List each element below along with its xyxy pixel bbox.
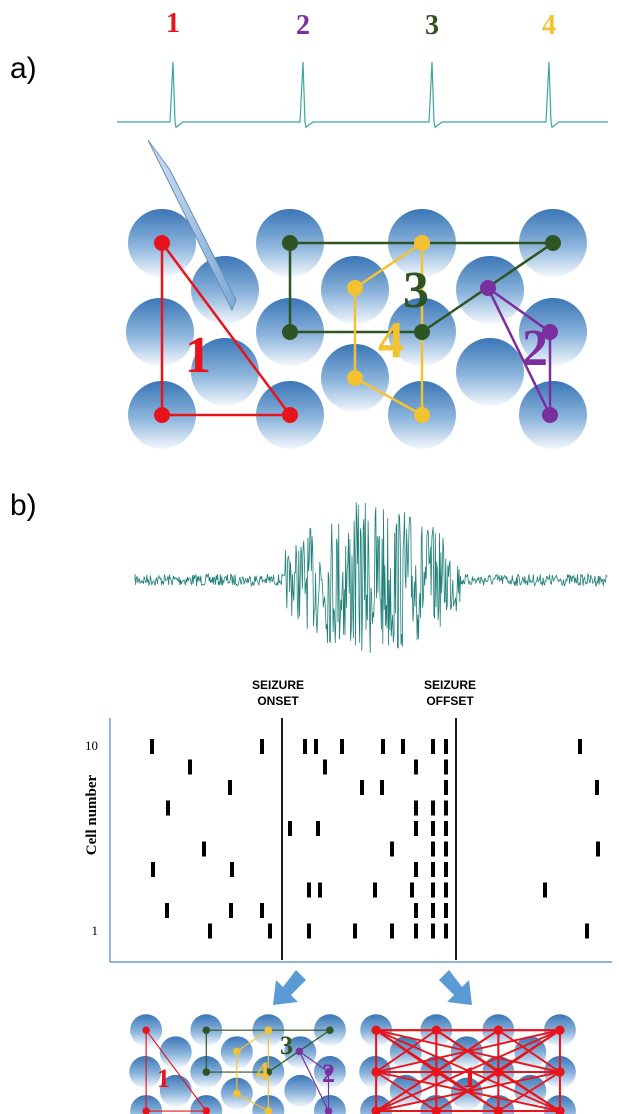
- spike: [414, 924, 418, 939]
- spike: [360, 780, 364, 795]
- spike: [228, 780, 232, 795]
- spike: [230, 862, 234, 877]
- panel-label: b): [10, 489, 37, 522]
- spike: [431, 739, 435, 754]
- spike: [307, 924, 311, 939]
- spike: [431, 883, 435, 898]
- spike: [431, 821, 435, 836]
- spike: [401, 739, 405, 754]
- node: [371, 1026, 380, 1035]
- spike: [444, 739, 448, 754]
- spike: [229, 903, 233, 918]
- spike: [431, 842, 435, 857]
- ensemble-label: 1: [462, 1061, 477, 1094]
- ensemble-label: 1: [185, 327, 211, 384]
- node: [432, 1026, 441, 1035]
- spike: [444, 842, 448, 857]
- y-tick-label: 10: [85, 738, 98, 753]
- node: [494, 1026, 503, 1035]
- spike: [208, 924, 212, 939]
- spike: [414, 862, 418, 877]
- spike: [578, 739, 582, 754]
- ensemble-label: 2: [522, 320, 548, 377]
- spike: [307, 883, 311, 898]
- spike: [151, 862, 155, 877]
- spike: [596, 842, 600, 857]
- spike: [318, 883, 322, 898]
- ensemble-label: 3: [403, 262, 429, 319]
- ensemble-label: 1: [157, 1064, 170, 1093]
- spike: [414, 760, 418, 775]
- spike: [414, 903, 418, 918]
- spike: [444, 780, 448, 795]
- spike: [543, 883, 547, 898]
- unit-label: 1: [166, 8, 180, 39]
- spike: [340, 739, 344, 754]
- spike: [444, 862, 448, 877]
- spike: [444, 924, 448, 939]
- unit-label: 2: [296, 10, 310, 41]
- spike: [444, 760, 448, 775]
- figure: a) 1 2 3 4 1 3 4 2 b) SEIZURE ONSET SEIZ…: [0, 0, 619, 1114]
- ensemble-label: 4: [256, 1057, 269, 1086]
- ensemble-label: 2: [322, 1059, 335, 1088]
- spike: [595, 780, 599, 795]
- spike: [316, 821, 320, 836]
- node: [432, 1067, 441, 1076]
- spike: [431, 924, 435, 939]
- unit-label: 4: [542, 10, 556, 41]
- node: [555, 1067, 564, 1076]
- spike: [188, 760, 192, 775]
- eeg-trace: [135, 502, 608, 653]
- spike: [323, 760, 327, 775]
- spike: [166, 801, 170, 816]
- spike: [390, 842, 394, 857]
- offset-label: OFFSET: [426, 694, 474, 708]
- spike: [150, 739, 154, 754]
- unit-label: 3: [425, 10, 439, 41]
- spike: [414, 801, 418, 816]
- raster: [150, 739, 600, 939]
- y-axis-label: Cell number: [84, 774, 100, 855]
- spike: [431, 903, 435, 918]
- spike: [268, 924, 272, 939]
- spike: [314, 739, 318, 754]
- y-tick-label: 1: [92, 923, 99, 938]
- offset-label: SEIZURE: [424, 678, 476, 692]
- panel-label: a): [10, 52, 37, 85]
- spike: [585, 924, 589, 939]
- spike: [288, 821, 292, 836]
- spike: [381, 739, 385, 754]
- ensemble-label: 3: [280, 1031, 293, 1060]
- node: [555, 1026, 564, 1035]
- spike: [410, 883, 414, 898]
- spike: [303, 739, 307, 754]
- spike: [260, 739, 264, 754]
- spike: [202, 842, 206, 857]
- onset-label: SEIZURE: [252, 678, 304, 692]
- spike: [165, 903, 169, 918]
- spike: [380, 780, 384, 795]
- spike: [444, 883, 448, 898]
- spike: [414, 821, 418, 836]
- spike: [390, 924, 394, 939]
- ensemble-label: 4: [378, 312, 404, 369]
- spike: [373, 883, 377, 898]
- arrows: [273, 970, 472, 1005]
- node: [371, 1067, 380, 1076]
- spike: [444, 903, 448, 918]
- spike: [260, 903, 264, 918]
- spike: [353, 924, 357, 939]
- spike: [444, 801, 448, 816]
- spike-trace: [117, 62, 608, 127]
- spike: [444, 821, 448, 836]
- onset-label: ONSET: [257, 694, 299, 708]
- spike: [431, 801, 435, 816]
- spike: [431, 862, 435, 877]
- node: [494, 1067, 503, 1076]
